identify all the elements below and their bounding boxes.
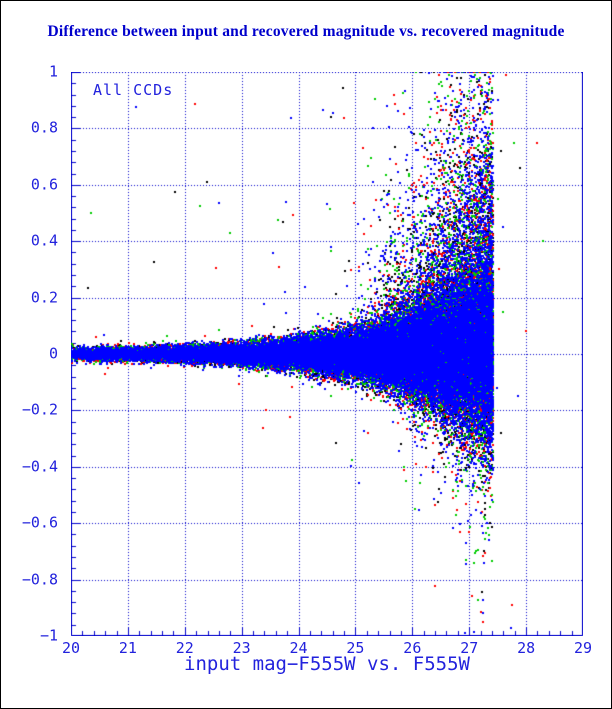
- x-tick-label: 25: [346, 639, 365, 657]
- y-tick-label: 0.2: [30, 288, 58, 307]
- y-tick-label: 0: [48, 344, 58, 363]
- page-title: Difference between input and recovered m…: [47, 23, 565, 40]
- x-tick-label: 23: [232, 639, 251, 657]
- y-tick-label: −0.2: [21, 400, 58, 419]
- x-tick-label: 24: [289, 639, 308, 657]
- y-tick-label: −0.6: [21, 513, 58, 532]
- y-tick-label: 0.6: [30, 175, 58, 194]
- x-tick-label: 21: [118, 639, 137, 657]
- y-tick-label: 1: [48, 62, 58, 81]
- x-axis-label: input mag−F555W vs. F555W: [184, 653, 470, 675]
- annotation-all-ccds: All CCDs: [93, 81, 174, 99]
- y-tick-label: −0.4: [21, 457, 58, 476]
- y-tick-label: −0.8: [21, 570, 58, 589]
- y-tick-label: −1: [39, 626, 58, 645]
- x-tick-label: 20: [61, 639, 81, 657]
- x-tick-label: 28: [517, 639, 536, 657]
- scatter-canvas: [71, 72, 583, 636]
- y-tick-label: 0.8: [30, 118, 58, 137]
- x-tick-label: 22: [175, 639, 194, 657]
- x-tick-label: 26: [403, 639, 422, 657]
- x-tick-label: 27: [460, 639, 479, 657]
- x-tick-label: 29: [573, 639, 593, 657]
- y-tick-label: 0.4: [30, 231, 58, 250]
